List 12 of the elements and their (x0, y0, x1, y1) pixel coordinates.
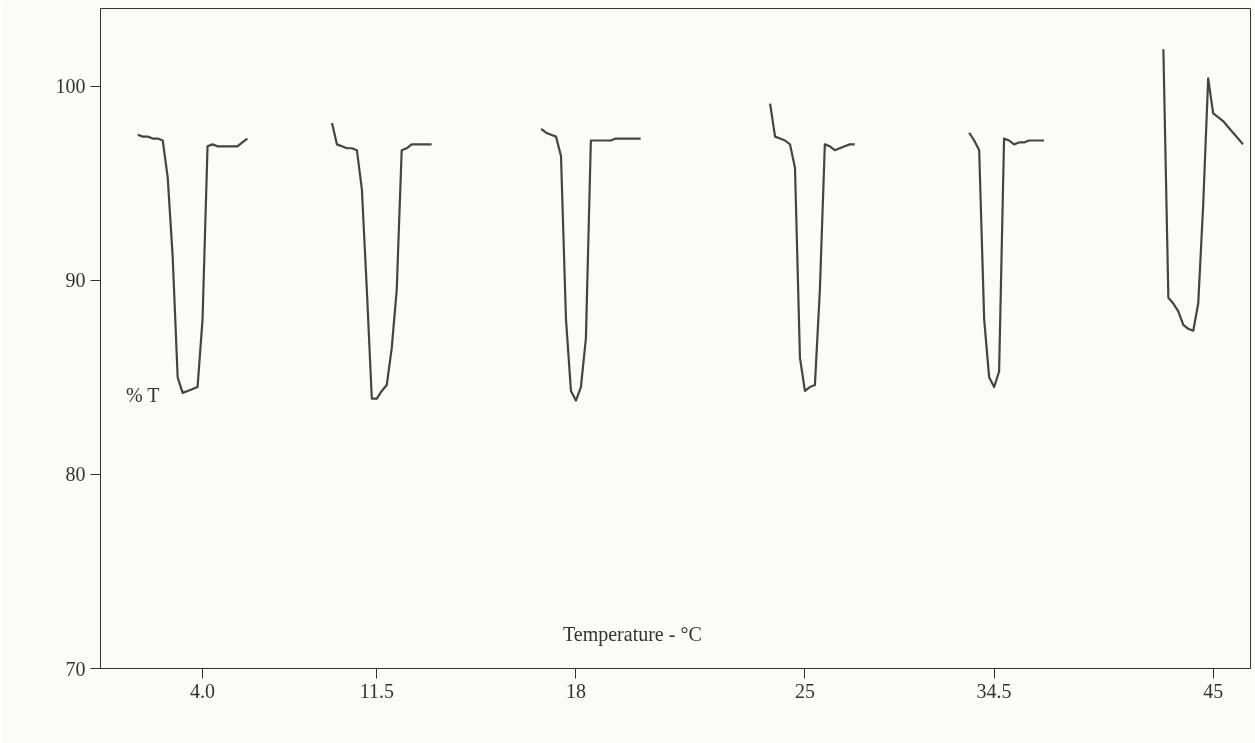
x-tick-label: 4.0 (190, 679, 216, 702)
y-tick-label: 80 (65, 463, 86, 486)
y-tick-label: 70 (65, 657, 86, 680)
x-axis-title: Temperature - °C (562, 623, 702, 647)
x-tick-label: 18 (565, 679, 586, 702)
x-tick-label: 11.5 (359, 679, 394, 702)
y-tick-label: 100 (55, 75, 86, 98)
x-tick-label: 25 (794, 679, 815, 702)
x-tick-label: 45 (1203, 679, 1224, 702)
y-axis-title: % T (125, 384, 160, 407)
x-tick-label: 34.5 (976, 679, 1012, 702)
y-tick-label: 90 (65, 269, 86, 292)
